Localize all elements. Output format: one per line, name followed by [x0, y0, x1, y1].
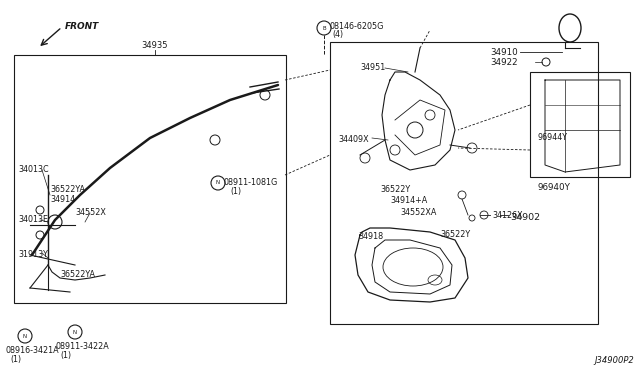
Text: 34902: 34902	[510, 213, 540, 222]
Text: 34126X: 34126X	[492, 211, 523, 220]
Text: (4): (4)	[332, 30, 343, 39]
Text: 34013E: 34013E	[18, 215, 48, 224]
Text: 34409X: 34409X	[338, 135, 369, 144]
Text: 34918: 34918	[358, 232, 383, 241]
Text: 34552XA: 34552XA	[400, 208, 436, 217]
Text: 36522Y: 36522Y	[380, 185, 410, 194]
Bar	[14, 55, 286, 303]
Text: 34935: 34935	[141, 41, 168, 50]
Text: N: N	[73, 330, 77, 334]
Text: 96944Y: 96944Y	[538, 133, 568, 142]
Text: (1): (1)	[230, 187, 241, 196]
Text: (1): (1)	[10, 355, 21, 364]
Text: N: N	[216, 180, 220, 186]
Text: 08916-3421A: 08916-3421A	[5, 346, 59, 355]
Text: 34013C: 34013C	[18, 165, 49, 174]
Bar	[330, 42, 598, 324]
Text: 08911-1081G: 08911-1081G	[224, 178, 278, 187]
Text: 36522YA: 36522YA	[60, 270, 95, 279]
Text: 34914: 34914	[50, 195, 75, 204]
Text: 08911-3422A: 08911-3422A	[55, 342, 109, 351]
Text: J34900P2: J34900P2	[595, 356, 634, 365]
Text: (1): (1)	[60, 351, 71, 360]
Text: 34914+A: 34914+A	[390, 196, 428, 205]
Text: 96940Y: 96940Y	[538, 183, 571, 192]
Text: 34910: 34910	[490, 48, 518, 57]
Text: B: B	[322, 26, 326, 31]
Text: 08146-6205G: 08146-6205G	[330, 22, 385, 31]
Text: 34951: 34951	[360, 63, 385, 72]
Text: 34552X: 34552X	[75, 208, 106, 217]
Text: FRONT: FRONT	[65, 22, 99, 31]
Text: 36522YA: 36522YA	[50, 185, 85, 194]
Text: N: N	[23, 334, 27, 339]
Bar	[530, 72, 630, 177]
Text: 36522Y: 36522Y	[440, 230, 470, 239]
Text: 34922: 34922	[490, 58, 518, 67]
Text: 31913Y: 31913Y	[18, 250, 48, 259]
